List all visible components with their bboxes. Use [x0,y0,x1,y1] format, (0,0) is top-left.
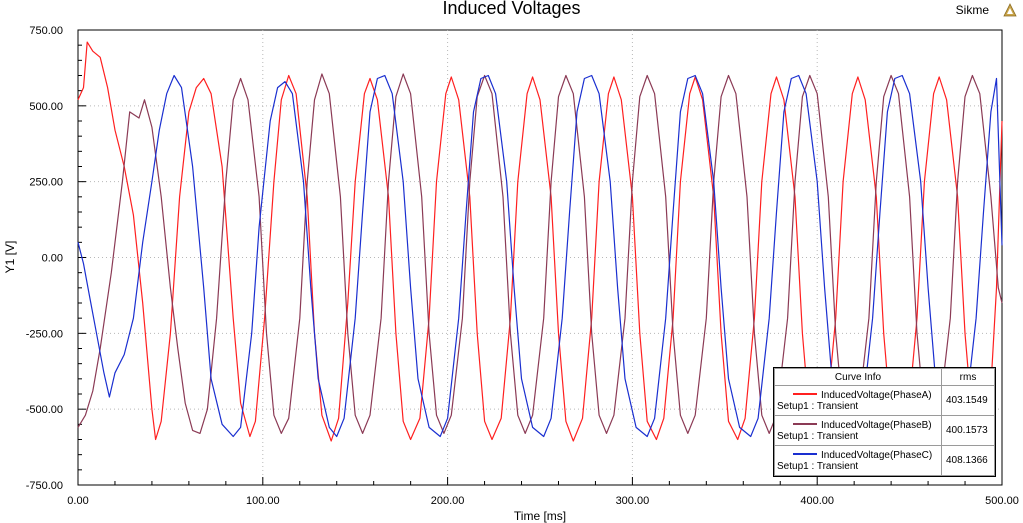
legend-row-phase-a[interactable]: InducedVoltage(PhaseA) Setup1 : Transien… [774,385,995,416]
x-tick-label: 500.00 [985,495,1019,507]
legend-entry: InducedVoltage(PhaseA) Setup1 : Transien… [774,385,942,416]
legend-series-name: InducedVoltage(PhaseB) [821,419,932,431]
legend-rms-value: 400.1573 [941,415,995,446]
legend-swatch-phase-a [793,392,817,395]
legend-swatch-phase-b [793,422,817,425]
ansys-logo-icon [1003,3,1017,17]
legend-header-rms: rms [941,368,995,386]
y-tick-label: -750.00 [26,480,63,492]
brand-label: Sikme [955,3,989,17]
legend-series-setup: Setup1 : Transient [777,430,859,442]
legend-row-phase-c[interactable]: InducedVoltage(PhaseC) Setup1 : Transien… [774,445,995,476]
y-tick-label: 750.00 [29,25,63,37]
legend-rms-value: 403.1549 [941,385,995,416]
y-axis-label: Y1 [V] [3,240,17,274]
x-tick-label: 0.00 [67,495,88,507]
legend-rms-value: 408.1366 [941,445,995,476]
y-tick-label: 250.00 [29,177,63,189]
legend-row-phase-b[interactable]: InducedVoltage(PhaseB) Setup1 : Transien… [774,415,995,446]
legend-table: Curve Info rms InducedVoltage(PhaseA) Se… [774,368,995,476]
legend-entry: InducedVoltage(PhaseB) Setup1 : Transien… [774,415,942,446]
y-tick-label: 500.00 [29,101,63,113]
y-tick-label: -500.00 [26,404,63,416]
legend-header-row: Curve Info rms [774,368,995,386]
x-tick-label: 100.00 [246,495,280,507]
x-tick-label: 300.00 [616,495,650,507]
x-tick-label: 200.00 [431,495,465,507]
legend-header-curve: Curve Info [774,368,942,386]
series-line-phase-a [77,41,1003,442]
y-tick-label: -250.00 [26,328,63,340]
y-tick-label: 0.00 [42,253,63,265]
legend[interactable]: Curve Info rms InducedVoltage(PhaseA) Se… [773,367,996,477]
legend-series-setup: Setup1 : Transient [777,400,859,412]
legend-series-name: InducedVoltage(PhaseC) [821,449,933,461]
chart-title: Induced Voltages [442,0,581,18]
legend-series-setup: Setup1 : Transient [777,460,859,472]
x-axis-label: Time [ms] [513,509,567,523]
legend-entry: InducedVoltage(PhaseC) Setup1 : Transien… [774,445,942,476]
legend-swatch-phase-c [793,452,817,455]
x-tick-label: 400.00 [800,495,834,507]
legend-series-name: InducedVoltage(PhaseA) [821,389,932,401]
